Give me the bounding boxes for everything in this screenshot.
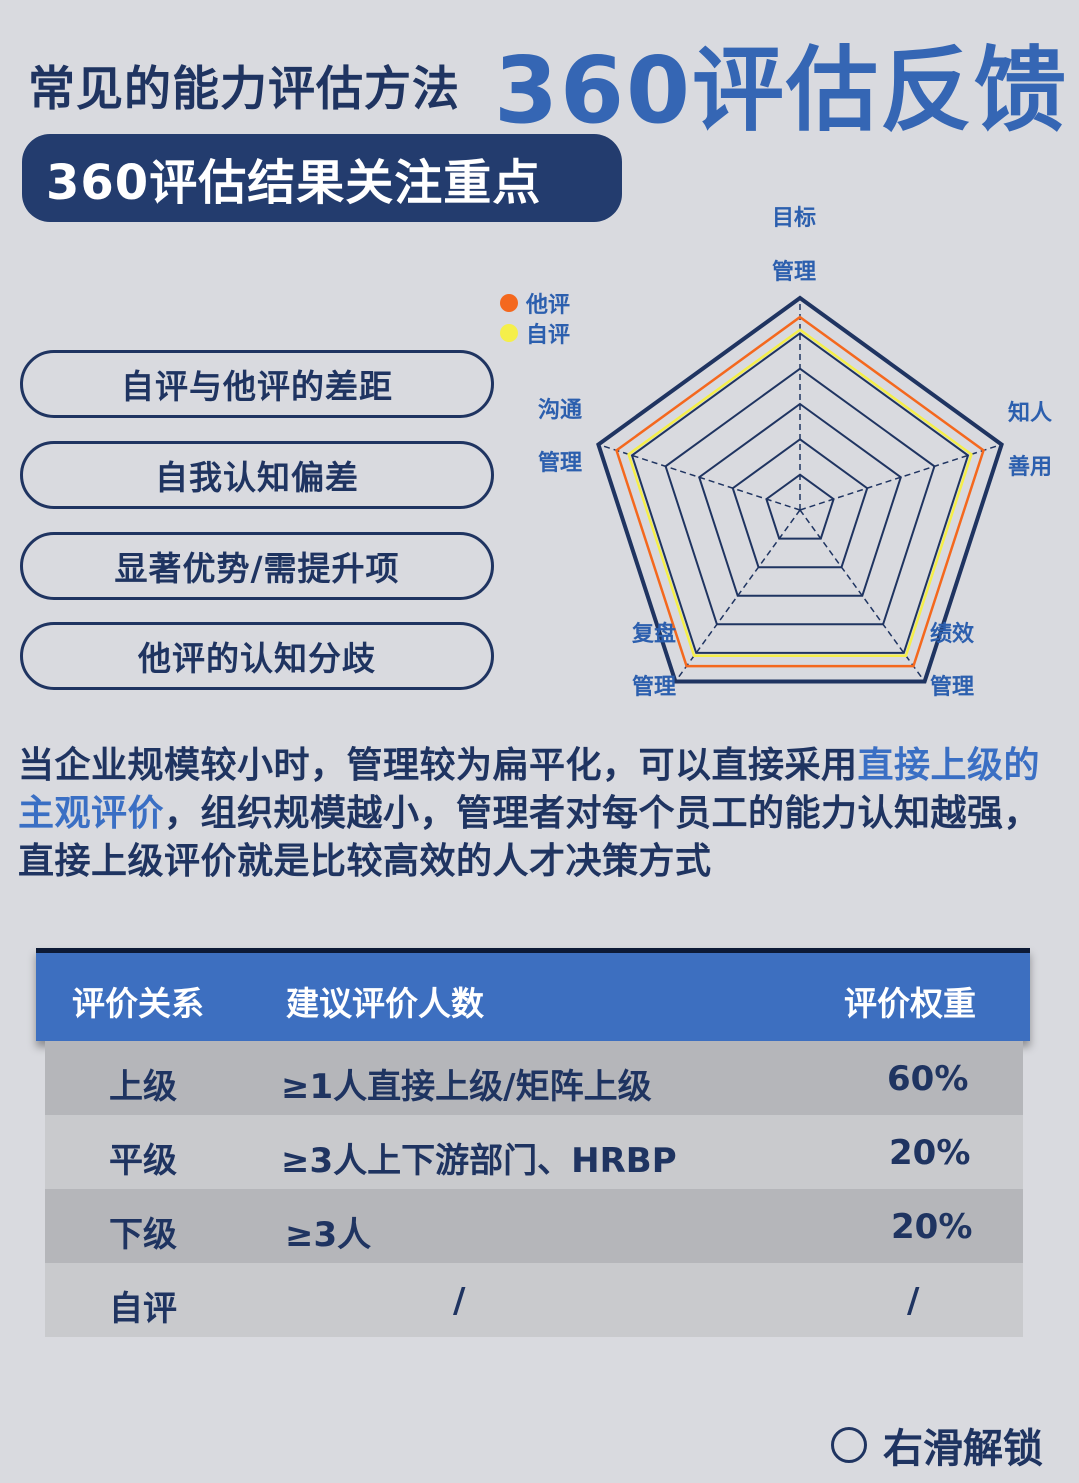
focus-item: 他评的认知分歧: [20, 622, 494, 690]
radar-axis-spoke: [674, 509, 801, 682]
legend-label-other: 他评: [526, 293, 571, 318]
table-row: 下级 ≥3人 20%: [45, 1189, 1023, 1263]
radar-grid-ring: [731, 438, 869, 569]
circle-icon: [831, 1427, 867, 1463]
axis-label-review-2: 管理: [632, 675, 677, 700]
description-paragraph: 当企业规模较小时，管理较为扁平化，可以直接采用直接上级的主观评价，组织规模越小，…: [18, 742, 1068, 886]
legend-dot-other: [500, 294, 518, 312]
axis-label-people-1: 知人: [1008, 401, 1053, 426]
table-row: 上级 ≥1人直接上级/矩阵上级 60%: [45, 1041, 1023, 1115]
cell-relation: 自评: [109, 1289, 177, 1329]
cell-relation: 平级: [109, 1141, 177, 1181]
cell-count: ≥3人: [285, 1215, 372, 1255]
cell-weight: 60%: [887, 1059, 969, 1099]
paragraph-text-2: ，组织规模越小，管理者对每个员工的能力认知越强，直接上级评价就是比较高效的人才决…: [18, 793, 1041, 882]
legend-label-self: 自评: [526, 323, 571, 348]
section-title: 360评估结果关注重点: [22, 134, 622, 222]
axis-label-people-2: 善用: [1008, 455, 1053, 480]
table-row: 自评 / /: [45, 1263, 1023, 1337]
radar-legend: 他评 自评: [500, 288, 570, 348]
cell-count: /: [453, 1281, 466, 1321]
legend-item-self: 自评: [500, 318, 570, 348]
header-relation: 评价关系: [72, 984, 204, 1023]
paragraph-text-1: 当企业规模较小时，管理较为扁平化，可以直接采用: [18, 745, 858, 786]
axis-label-review-1: 复盘: [632, 622, 677, 647]
legend-dot-self: [500, 324, 518, 342]
radar-svg: [596, 295, 1004, 684]
radar-polygon-other: [615, 315, 985, 668]
cell-relation: 上级: [109, 1067, 177, 1107]
axis-label-perf-1: 绩效: [930, 622, 975, 647]
axis-label-comm-1: 沟通: [538, 398, 583, 423]
header: 常见的能力评估方法 360评估反馈: [28, 14, 1068, 144]
focus-item: 自评与他评的差距: [20, 350, 494, 418]
evaluation-table: 评价关系 建议评价人数 评价权重 上级 ≥1人直接上级/矩阵上级 60% 平级 …: [36, 948, 1030, 1337]
header-subtitle: 常见的能力评估方法: [28, 62, 460, 117]
focus-item: 显著优势/需提升项: [20, 532, 494, 600]
radar-axis-spoke: [799, 443, 1002, 511]
cell-relation: 下级: [109, 1215, 177, 1255]
swipe-unlock-label: 右滑解锁: [883, 1426, 1043, 1472]
header-title: 360评估反馈: [494, 37, 1069, 144]
radar-grid-ring: [698, 402, 902, 597]
radar-grid-ring: [664, 367, 936, 626]
axis-label-goal-2: 管理: [772, 260, 817, 285]
cell-count: ≥1人直接上级/矩阵上级: [281, 1067, 652, 1107]
radar-grid-ring: [630, 332, 970, 654]
table-header: 评价关系 建议评价人数 评价权重: [36, 948, 1030, 1041]
radar-grid: [598, 298, 1002, 682]
header-count: 建议评价人数: [286, 984, 484, 1023]
radar-axis-spoke: [799, 509, 926, 682]
cell-count: ≥3人上下游部门、HRBP: [281, 1141, 677, 1181]
axis-label-goal-1: 目标: [772, 206, 817, 231]
cell-weight: 20%: [889, 1133, 971, 1173]
legend-item-other: 他评: [500, 288, 570, 318]
axis-label-perf-2: 管理: [930, 675, 975, 700]
cell-weight: 20%: [891, 1207, 973, 1247]
cell-weight: /: [907, 1281, 920, 1321]
radar-polygon-self: [627, 328, 973, 658]
paragraph-highlight: 直接上级的主观评价: [18, 745, 1041, 834]
table-body: 上级 ≥1人直接上级/矩阵上级 60% 平级 ≥3人上下游部门、HRBP 20%…: [45, 1041, 1023, 1337]
header-weight: 评价权重: [844, 984, 976, 1023]
radar-grid-ring: [765, 473, 835, 540]
axis-label-comm-2: 管理: [538, 451, 583, 476]
radar-outline: [596, 295, 1004, 684]
focus-item: 自我认知偏差: [20, 441, 494, 509]
radar-chart: 他评 自评 目标 管理 知人 善用 绩效 管理 复盘 管理 沟通 管理: [500, 190, 1070, 710]
radar-axis-spoke: [598, 443, 801, 511]
swipe-unlock[interactable]: 右滑解锁: [831, 1416, 1043, 1474]
table-row: 平级 ≥3人上下游部门、HRBP 20%: [45, 1115, 1023, 1189]
